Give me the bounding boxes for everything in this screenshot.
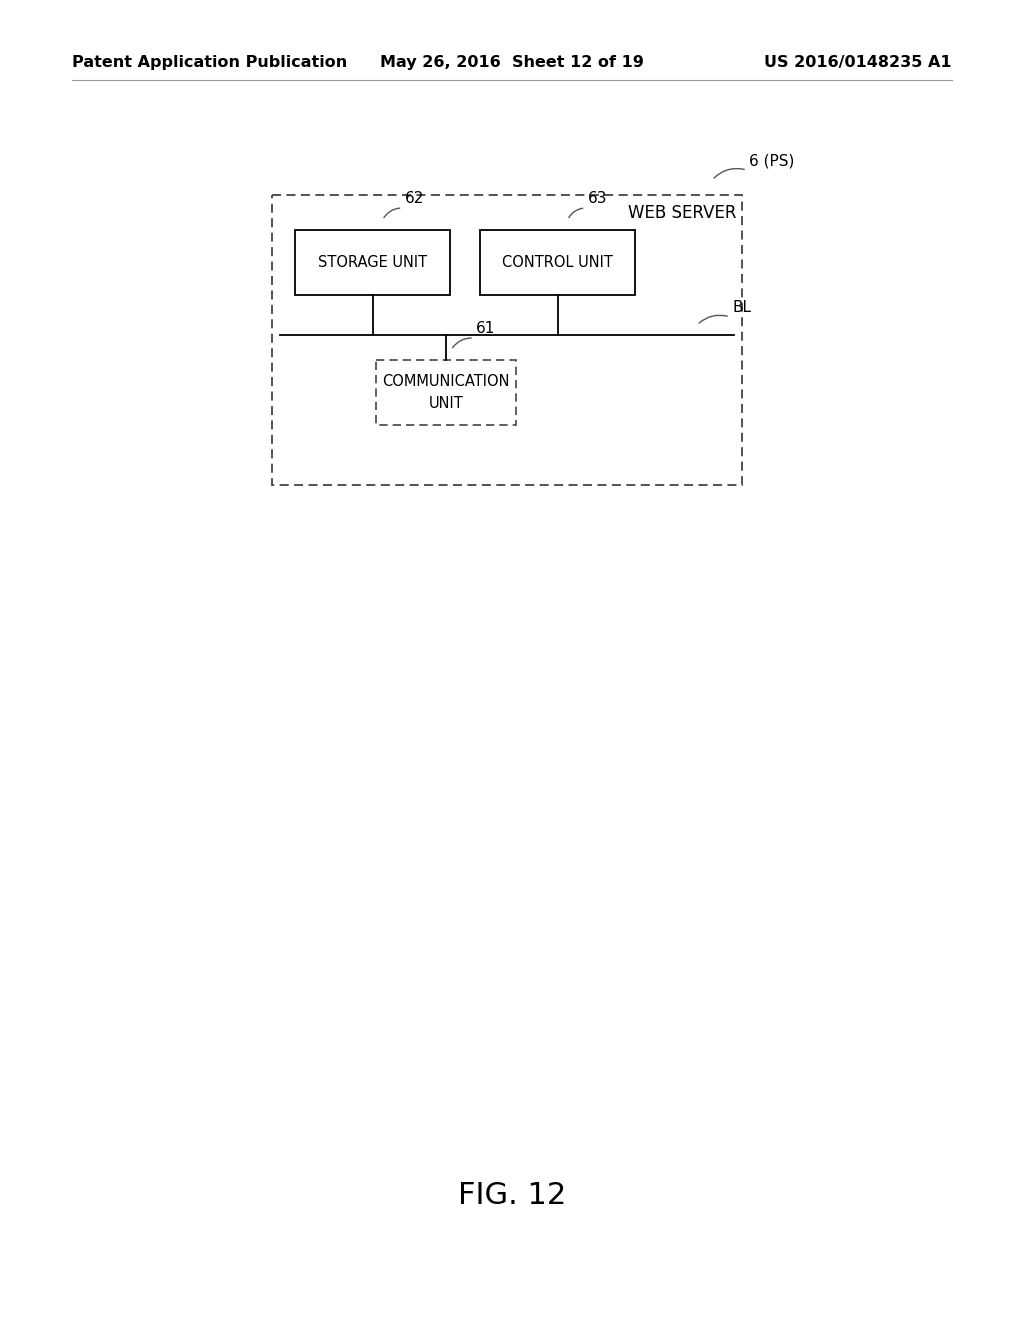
- Text: May 26, 2016  Sheet 12 of 19: May 26, 2016 Sheet 12 of 19: [380, 54, 644, 70]
- Text: 63: 63: [588, 191, 607, 206]
- Text: US 2016/0148235 A1: US 2016/0148235 A1: [765, 54, 952, 70]
- Text: FIG. 12: FIG. 12: [458, 1180, 566, 1209]
- Text: BL: BL: [732, 300, 751, 315]
- Text: 61: 61: [476, 321, 496, 337]
- Text: COMMUNICATION
UNIT: COMMUNICATION UNIT: [382, 375, 510, 411]
- Text: Patent Application Publication: Patent Application Publication: [72, 54, 347, 70]
- Text: 62: 62: [404, 191, 424, 206]
- Text: 6 (PS): 6 (PS): [749, 153, 795, 168]
- FancyBboxPatch shape: [295, 230, 450, 294]
- FancyBboxPatch shape: [480, 230, 635, 294]
- Text: WEB SERVER: WEB SERVER: [629, 205, 737, 222]
- Text: STORAGE UNIT: STORAGE UNIT: [317, 255, 427, 271]
- Text: CONTROL UNIT: CONTROL UNIT: [502, 255, 613, 271]
